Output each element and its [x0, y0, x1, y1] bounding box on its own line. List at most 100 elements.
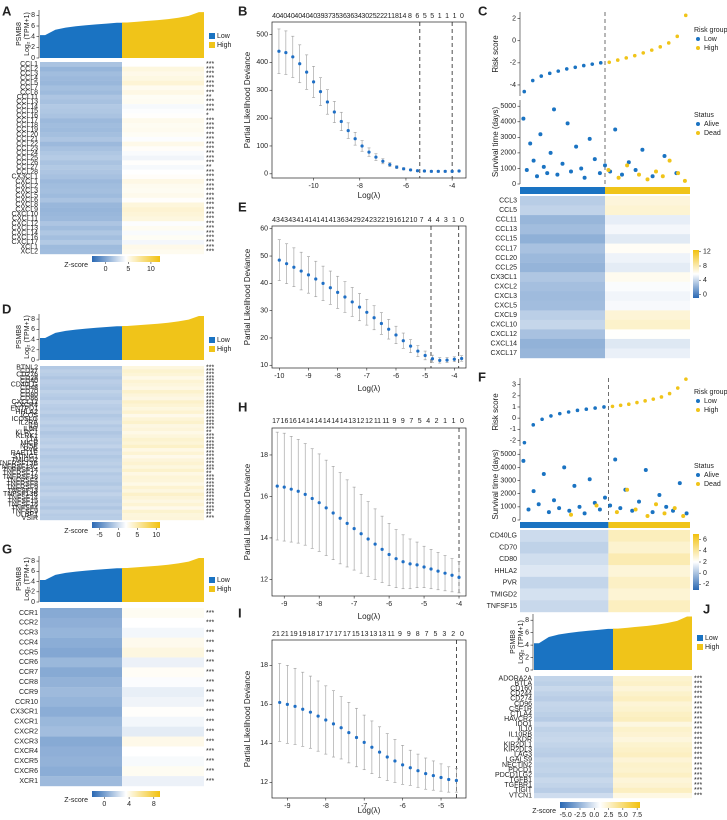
- cv-point: [447, 777, 451, 782]
- heat-cell: [520, 253, 605, 263]
- legend-label: Alive: [704, 472, 719, 479]
- gene-label: CXCL3: [15, 188, 38, 195]
- cv-point: [278, 700, 282, 705]
- heat-cell: [613, 701, 692, 707]
- survival-point: [597, 171, 602, 176]
- significance: ***: [206, 108, 214, 115]
- heat-cell: [122, 451, 204, 456]
- gene-label: CX3CL1: [12, 174, 39, 181]
- top-label: 30: [361, 13, 369, 20]
- significance: ***: [206, 239, 214, 246]
- colorbar-tick-label: 4: [127, 801, 131, 808]
- top-label: 25: [369, 13, 377, 20]
- risk-point: [659, 395, 664, 399]
- y-tick-label: 5000: [500, 451, 516, 458]
- colorbar-tick-label: 4: [703, 277, 707, 284]
- survival-point: [608, 503, 613, 508]
- gene-label: CCL11: [17, 94, 38, 101]
- heat-cell: [520, 565, 609, 578]
- survival-point: [672, 506, 677, 511]
- survival-point: [569, 512, 573, 517]
- significance: ***: [206, 392, 214, 399]
- top-label: 4: [436, 217, 440, 224]
- heat-cell: [122, 230, 204, 236]
- significance: ***: [694, 762, 702, 769]
- significance: ***: [694, 772, 702, 779]
- cv-point: [357, 305, 362, 309]
- cv-point: [454, 778, 458, 783]
- top-label: 19: [299, 631, 307, 638]
- heat-cell: [122, 249, 204, 255]
- survival-point: [521, 116, 526, 121]
- heat-cell: [520, 319, 605, 330]
- survival-point: [587, 477, 592, 482]
- heat-cell: [40, 472, 122, 476]
- top-label: 1: [438, 13, 442, 20]
- heat-cell: [520, 553, 609, 566]
- heat-cell: [40, 141, 122, 147]
- heat-cell: [122, 366, 204, 370]
- heat-cell: [122, 174, 204, 180]
- heat-cell: [122, 627, 204, 638]
- survival-point: [546, 510, 551, 515]
- heat-cell: [605, 205, 690, 216]
- top-label: 9: [398, 631, 402, 638]
- risk-point: [539, 74, 544, 78]
- legend-swatch: [209, 33, 215, 39]
- colorbar-title: Z-score: [64, 528, 88, 535]
- significance: **: [206, 471, 212, 478]
- gene-label: XCL1: [20, 244, 38, 251]
- gene-label: TIGIT: [514, 787, 533, 794]
- risk-point: [547, 71, 552, 76]
- y-tick-label: 4000: [500, 119, 516, 126]
- colorbar: [92, 791, 160, 797]
- significance: ***: [206, 719, 214, 726]
- heat-cell: [40, 506, 122, 510]
- expression-area: [122, 12, 204, 59]
- top-label: 5: [418, 418, 422, 425]
- heat-cell: [122, 437, 204, 442]
- survival-point: [606, 168, 611, 172]
- heat-cell: [40, 496, 122, 500]
- gene-label: IL10: [518, 726, 532, 733]
- top-label: 13: [370, 631, 378, 638]
- gene-label: CXCL12: [12, 220, 39, 227]
- heat-cell: [613, 777, 692, 783]
- cv-point: [387, 327, 391, 331]
- significance: ***: [206, 178, 214, 185]
- significance: ***: [206, 136, 214, 143]
- colorbar: [693, 250, 699, 298]
- y-axis-label: Log₂ (TPM+1): [24, 315, 31, 359]
- heat-cell: [122, 379, 204, 384]
- significance: ***: [206, 174, 214, 181]
- gene-label: TMIGD2: [491, 591, 518, 598]
- survival-point: [633, 507, 638, 512]
- heat-cell: [40, 647, 122, 658]
- cv-point: [289, 487, 293, 491]
- gene-label: CXCL5: [494, 302, 517, 309]
- gene-label: CD70: [20, 389, 38, 396]
- heat-cell: [40, 235, 122, 241]
- gene-label: CXCL8: [15, 202, 38, 209]
- significance: ***: [206, 436, 214, 443]
- top-label: 34: [354, 13, 362, 20]
- colorbar-tick-label: 12: [703, 249, 711, 256]
- expression-area: [40, 326, 122, 360]
- top-label: 40: [280, 13, 288, 20]
- survival-point: [645, 514, 650, 519]
- cv-point: [345, 521, 349, 526]
- top-label: 8: [408, 13, 412, 20]
- top-label: 39: [317, 13, 325, 20]
- x-tick-label: -6: [403, 183, 409, 190]
- heat-cell: [613, 711, 692, 717]
- heat-cell: [40, 509, 122, 514]
- cv-point: [296, 489, 300, 493]
- survival-point: [681, 514, 686, 519]
- heat-cell: [534, 792, 613, 799]
- heat-cell: [40, 207, 122, 213]
- y-tick-label: 12: [260, 576, 268, 583]
- risk-point: [684, 377, 688, 381]
- heat-cell: [122, 207, 204, 213]
- risk-point: [584, 407, 589, 412]
- cv-point: [415, 169, 420, 173]
